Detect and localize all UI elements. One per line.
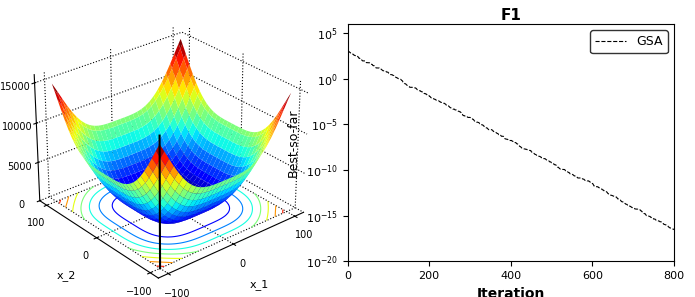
Title: F1: F1 bbox=[500, 8, 521, 23]
Legend: GSA: GSA bbox=[590, 30, 668, 53]
GSA bbox=[667, 226, 675, 230]
Line: GSA: GSA bbox=[348, 51, 674, 230]
GSA bbox=[670, 228, 678, 231]
GSA bbox=[550, 162, 558, 166]
GSA bbox=[387, 73, 395, 77]
GSA bbox=[492, 131, 500, 134]
GSA bbox=[343, 49, 352, 53]
GSA bbox=[391, 75, 400, 78]
GSA bbox=[669, 228, 678, 231]
GSA bbox=[430, 97, 438, 101]
Y-axis label: Best-so-far: Best-so-far bbox=[287, 108, 300, 177]
Y-axis label: x_2: x_2 bbox=[57, 270, 76, 281]
X-axis label: x_1: x_1 bbox=[250, 279, 268, 290]
X-axis label: Iteration: Iteration bbox=[477, 287, 545, 297]
